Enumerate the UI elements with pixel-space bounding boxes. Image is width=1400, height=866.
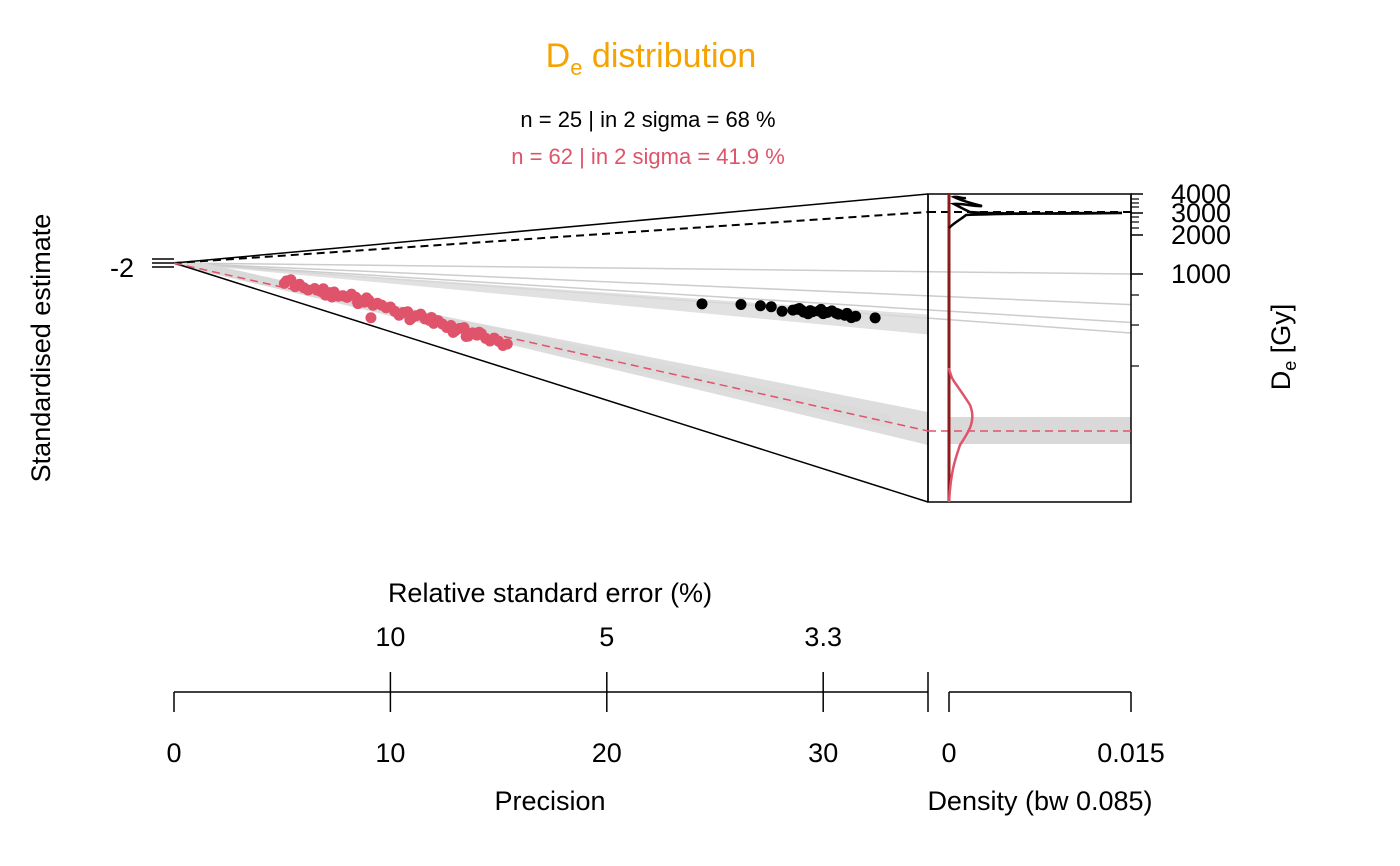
grid-line-1000 — [173, 262, 1132, 275]
chart-title-rest: distribution — [582, 37, 756, 75]
point-series-1 — [841, 307, 853, 319]
point-series-1 — [798, 306, 810, 318]
point-series-2 — [460, 330, 472, 342]
point-series-2 — [501, 338, 513, 350]
density-curve-series-1 — [948, 195, 1123, 229]
rse-axis: 10 5 3.3 — [375, 622, 842, 692]
frame-upper-ray — [173, 193, 929, 264]
point-series-1 — [754, 300, 766, 312]
density-curve-series-2 — [947, 367, 974, 503]
point-series-2 — [473, 326, 485, 338]
point-series-2 — [326, 291, 338, 303]
rse-tick-label-0: 10 — [375, 622, 405, 652]
central-line-series-1 — [173, 211, 929, 264]
de-tick-label-4000: 4000 — [1171, 179, 1231, 209]
de-axis-label-sub: e — [1280, 361, 1300, 371]
point-series-2 — [447, 326, 459, 338]
precision-axis: 0 10 20 30 — [166, 672, 929, 768]
rse-tick-label-2: 3.3 — [804, 622, 842, 652]
point-series-1 — [735, 298, 747, 310]
de-tick-label-3000: 3000 — [1171, 198, 1231, 228]
density-axis: 0 0.015 — [941, 691, 1165, 768]
point-series-1 — [765, 301, 777, 313]
central-value-lines — [173, 194, 1131, 502]
density-axis-label: Density (bw 0.085) — [927, 786, 1152, 816]
central-line-series-2 — [173, 262, 929, 432]
point-series-1 — [776, 305, 788, 317]
subtitle-series-1: n = 25 | in 2 sigma = 68 % — [520, 107, 775, 132]
precision-tick-label-30: 30 — [808, 738, 838, 768]
grid-line-3000 — [173, 262, 1132, 324]
density-panel — [947, 195, 1123, 503]
frame-lower-ray — [173, 262, 929, 503]
de-tick-label-1000: 1000 — [1171, 259, 1231, 289]
band-series-1 — [174, 263, 928, 335]
point-series-1 — [815, 303, 827, 315]
density-tick-label-1: 0.015 — [1097, 738, 1165, 768]
precision-tick-label-10: 10 — [375, 738, 405, 768]
point-series-2 — [361, 292, 373, 304]
point-series-1 — [869, 312, 881, 324]
chart-title-sub: e — [570, 55, 582, 80]
chart-title-main: D — [546, 37, 571, 75]
rse-tick-label-1: 5 — [599, 622, 614, 652]
de-axis-label-rest: [Gy] — [1266, 304, 1296, 361]
subtitle-series-2: n = 62 | in 2 sigma = 41.9 % — [511, 144, 785, 169]
point-series-1 — [850, 310, 862, 322]
precision-tick-label-0: 0 — [166, 738, 181, 768]
y-axis-label: Standardised estimate — [26, 214, 56, 483]
point-series-2 — [426, 311, 438, 323]
band-series-2 — [174, 263, 928, 445]
point-series-2 — [404, 314, 416, 326]
de-tick-label-2000: 2000 — [1171, 220, 1231, 250]
point-series-1 — [696, 298, 708, 310]
precision-tick-label-20: 20 — [592, 738, 622, 768]
point-series-2 — [458, 322, 470, 334]
plot-frame — [173, 193, 1132, 503]
precision-axis-label: Precision — [494, 786, 605, 816]
data-points — [278, 274, 881, 352]
y-tick-label: -2 — [110, 253, 134, 283]
point-series-2 — [365, 312, 377, 324]
point-series-1 — [832, 308, 844, 320]
point-series-2 — [352, 298, 364, 310]
density-frame — [927, 193, 1132, 503]
de-axis-label-main: D — [1266, 371, 1296, 391]
point-series-2 — [317, 283, 329, 295]
chart-title: De distribution — [546, 37, 757, 80]
y-axis-ticks — [152, 258, 174, 268]
density-tick-label-0: 0 — [941, 738, 956, 768]
rse-axis-label: Relative standard error (%) — [388, 578, 712, 608]
de-axis-label: De [Gy] — [1266, 304, 1300, 391]
grid-line-2000 — [173, 262, 1132, 306]
